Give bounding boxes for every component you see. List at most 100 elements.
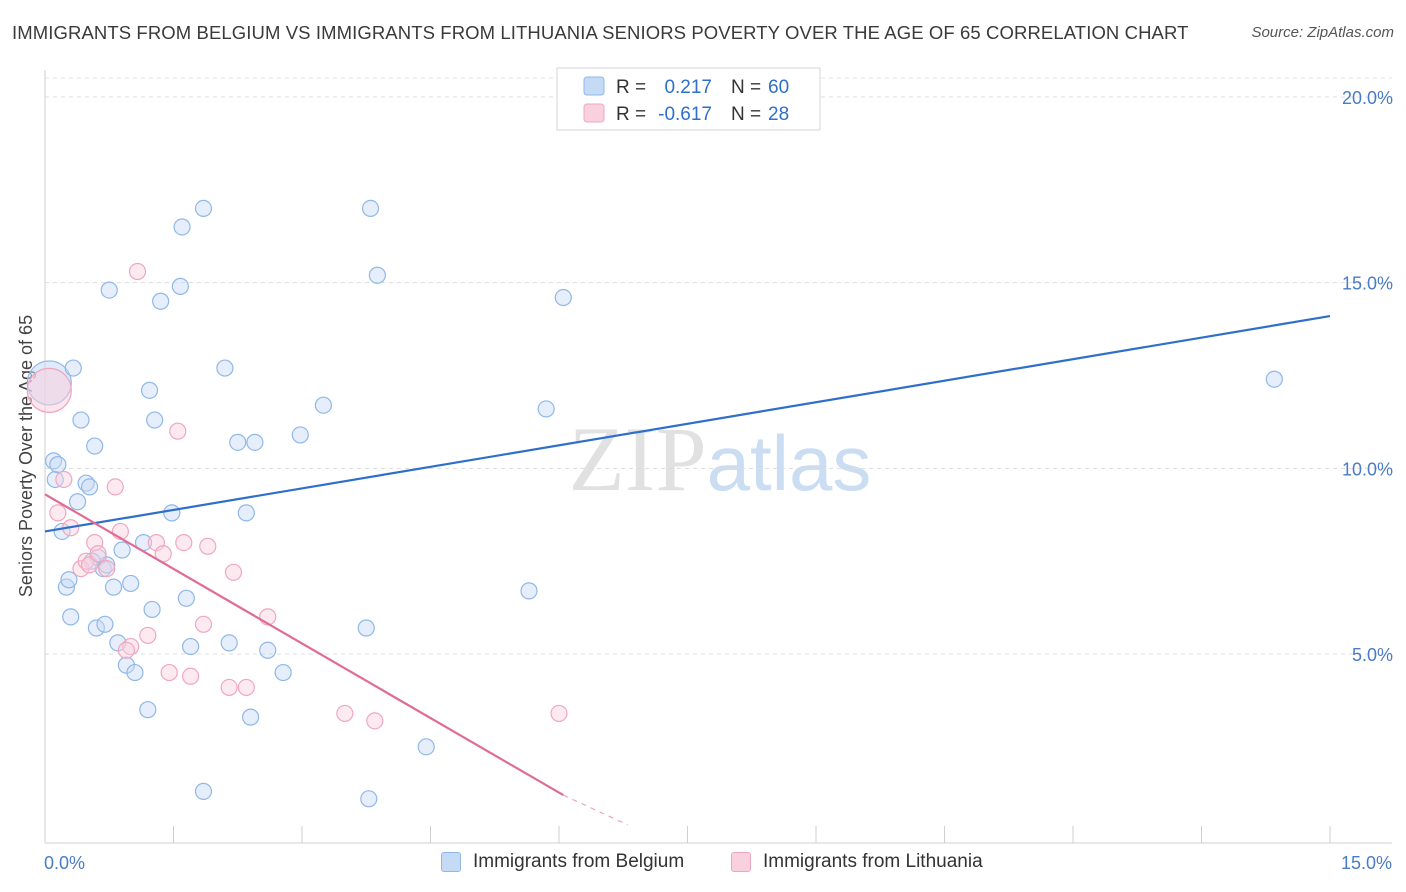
point-belgium-43 xyxy=(291,426,309,444)
point-belgium-8 xyxy=(72,411,90,429)
point-belgium-52 xyxy=(554,288,572,307)
point-lithuania-27 xyxy=(336,704,354,723)
point-belgium-42 xyxy=(274,663,292,682)
point-belgium-46 xyxy=(360,790,378,808)
bottom-legend: Immigrants from Belgium Immigrants from … xyxy=(0,851,1406,877)
legend-swatch-belgium xyxy=(583,76,605,96)
point-lithuania-28 xyxy=(366,712,384,730)
y-tick-labels: 5.0% 10.0% 15.0% 20.0% xyxy=(1342,88,1393,665)
point-lithuania-18 xyxy=(169,422,187,440)
point-belgium-30 xyxy=(173,218,191,236)
point-lithuania-10 xyxy=(106,478,124,496)
point-lithuania-20 xyxy=(182,667,200,685)
bottom-legend-swatch-belgium xyxy=(441,852,461,872)
point-belgium-25 xyxy=(143,600,161,619)
gridlines xyxy=(45,77,1392,655)
point-belgium-21 xyxy=(126,663,144,682)
point-belgium-31 xyxy=(177,589,195,607)
trendline-lithuania-extension xyxy=(563,794,628,826)
point-belgium-47 xyxy=(361,199,380,217)
point-belgium-48 xyxy=(368,266,386,284)
legend-r-value-belgium: 0.217 xyxy=(664,77,712,98)
point-belgium-59 xyxy=(49,456,67,474)
trendline-lithuania xyxy=(44,493,564,797)
point-belgium-7 xyxy=(68,493,87,511)
point-belgium-49 xyxy=(417,738,435,756)
point-lithuania-21 xyxy=(194,615,213,633)
legend-r-value-lithuania: -0.617 xyxy=(658,104,712,125)
watermark: ZIPatlas xyxy=(569,408,872,510)
point-lithuania-17 xyxy=(160,663,178,682)
point-belgium-5 xyxy=(60,571,78,589)
point-belgium-34 xyxy=(194,199,213,217)
point-belgium-33 xyxy=(194,782,213,800)
legend-n-value-belgium: 60 xyxy=(768,77,789,98)
point-belgium-23 xyxy=(139,701,157,719)
point-lithuania-0 xyxy=(26,367,72,413)
y-tick-label-1: 10.0% xyxy=(1342,459,1393,479)
bottom-legend-label-belgium: Immigrants from Belgium xyxy=(473,851,685,872)
x-tick-label-left: 0.0% xyxy=(44,853,85,873)
source-label: Source: ZipAtlas.com xyxy=(1251,24,1394,41)
point-lithuania-13 xyxy=(128,262,147,281)
point-lithuania-30 xyxy=(117,641,135,659)
legend-swatch-lithuania xyxy=(583,103,605,123)
point-belgium-40 xyxy=(246,433,264,451)
point-belgium-24 xyxy=(140,381,159,399)
point-lithuania-1 xyxy=(49,504,67,522)
bottom-legend-belgium: Immigrants from Belgium xyxy=(441,851,684,873)
point-belgium-11 xyxy=(86,437,104,455)
point-belgium-55 xyxy=(87,619,106,637)
y-tick-label-0: 5.0% xyxy=(1352,645,1393,665)
point-lithuania-9 xyxy=(98,559,116,578)
point-lithuania-8 xyxy=(89,545,107,563)
point-belgium-58 xyxy=(62,608,80,626)
point-belgium-56 xyxy=(96,615,114,633)
point-belgium-26 xyxy=(146,411,164,429)
legend-r-label-lithuania: R = xyxy=(616,104,646,125)
point-belgium-45 xyxy=(357,619,375,637)
point-belgium-54 xyxy=(1265,370,1283,388)
point-belgium-32 xyxy=(182,637,200,656)
point-belgium-20 xyxy=(122,574,140,593)
point-belgium-28 xyxy=(163,504,181,522)
point-belgium-29 xyxy=(171,277,189,295)
point-lithuania-14 xyxy=(139,626,157,645)
point-belgium-50 xyxy=(520,582,538,600)
point-lithuania-23 xyxy=(220,678,238,697)
legend-n-label-belgium: N = xyxy=(731,77,761,98)
point-belgium-38 xyxy=(237,504,255,522)
legend-box: R = 0.217 N = 60 R = -0.617 N = 28 xyxy=(556,67,821,131)
axes xyxy=(44,70,1392,844)
y-axis-label: Seniors Poverty Over the Age of 65 xyxy=(16,315,36,597)
bottom-legend-label-lithuania: Immigrants from Lithuania xyxy=(763,851,983,872)
x-tick-label-right: 15.0% xyxy=(1341,853,1392,873)
point-lithuania-22 xyxy=(199,537,217,555)
legend-r-label-belgium: R = xyxy=(616,77,646,98)
bottom-legend-lithuania: Immigrants from Lithuania xyxy=(731,851,983,873)
point-lithuania-29 xyxy=(550,704,568,723)
y-tick-label-2: 15.0% xyxy=(1342,274,1393,294)
point-belgium-27 xyxy=(152,292,170,310)
chart-title: IMMIGRANTS FROM BELGIUM VS IMMIGRANTS FR… xyxy=(12,22,1189,43)
series-lithuania-points xyxy=(26,262,568,730)
point-belgium-35 xyxy=(216,359,234,377)
point-belgium-18 xyxy=(113,541,131,559)
point-belgium-10 xyxy=(80,478,99,496)
point-belgium-16 xyxy=(104,578,123,596)
trendlines xyxy=(44,315,1331,826)
trendline-belgium xyxy=(44,315,1331,533)
point-belgium-44 xyxy=(314,396,333,414)
bottom-legend-swatch-lithuania xyxy=(731,852,751,872)
legend-n-value-lithuania: 28 xyxy=(768,104,789,125)
point-belgium-41 xyxy=(259,641,277,659)
watermark-atlas: atlas xyxy=(707,419,872,507)
y-tick-label-3: 20.0% xyxy=(1342,88,1393,108)
point-lithuania-24 xyxy=(224,563,243,581)
legend-n-label-lithuania: N = xyxy=(731,104,761,125)
point-lithuania-2 xyxy=(55,470,73,489)
point-lithuania-19 xyxy=(175,533,193,552)
point-lithuania-7 xyxy=(86,533,104,552)
point-belgium-39 xyxy=(242,708,260,726)
